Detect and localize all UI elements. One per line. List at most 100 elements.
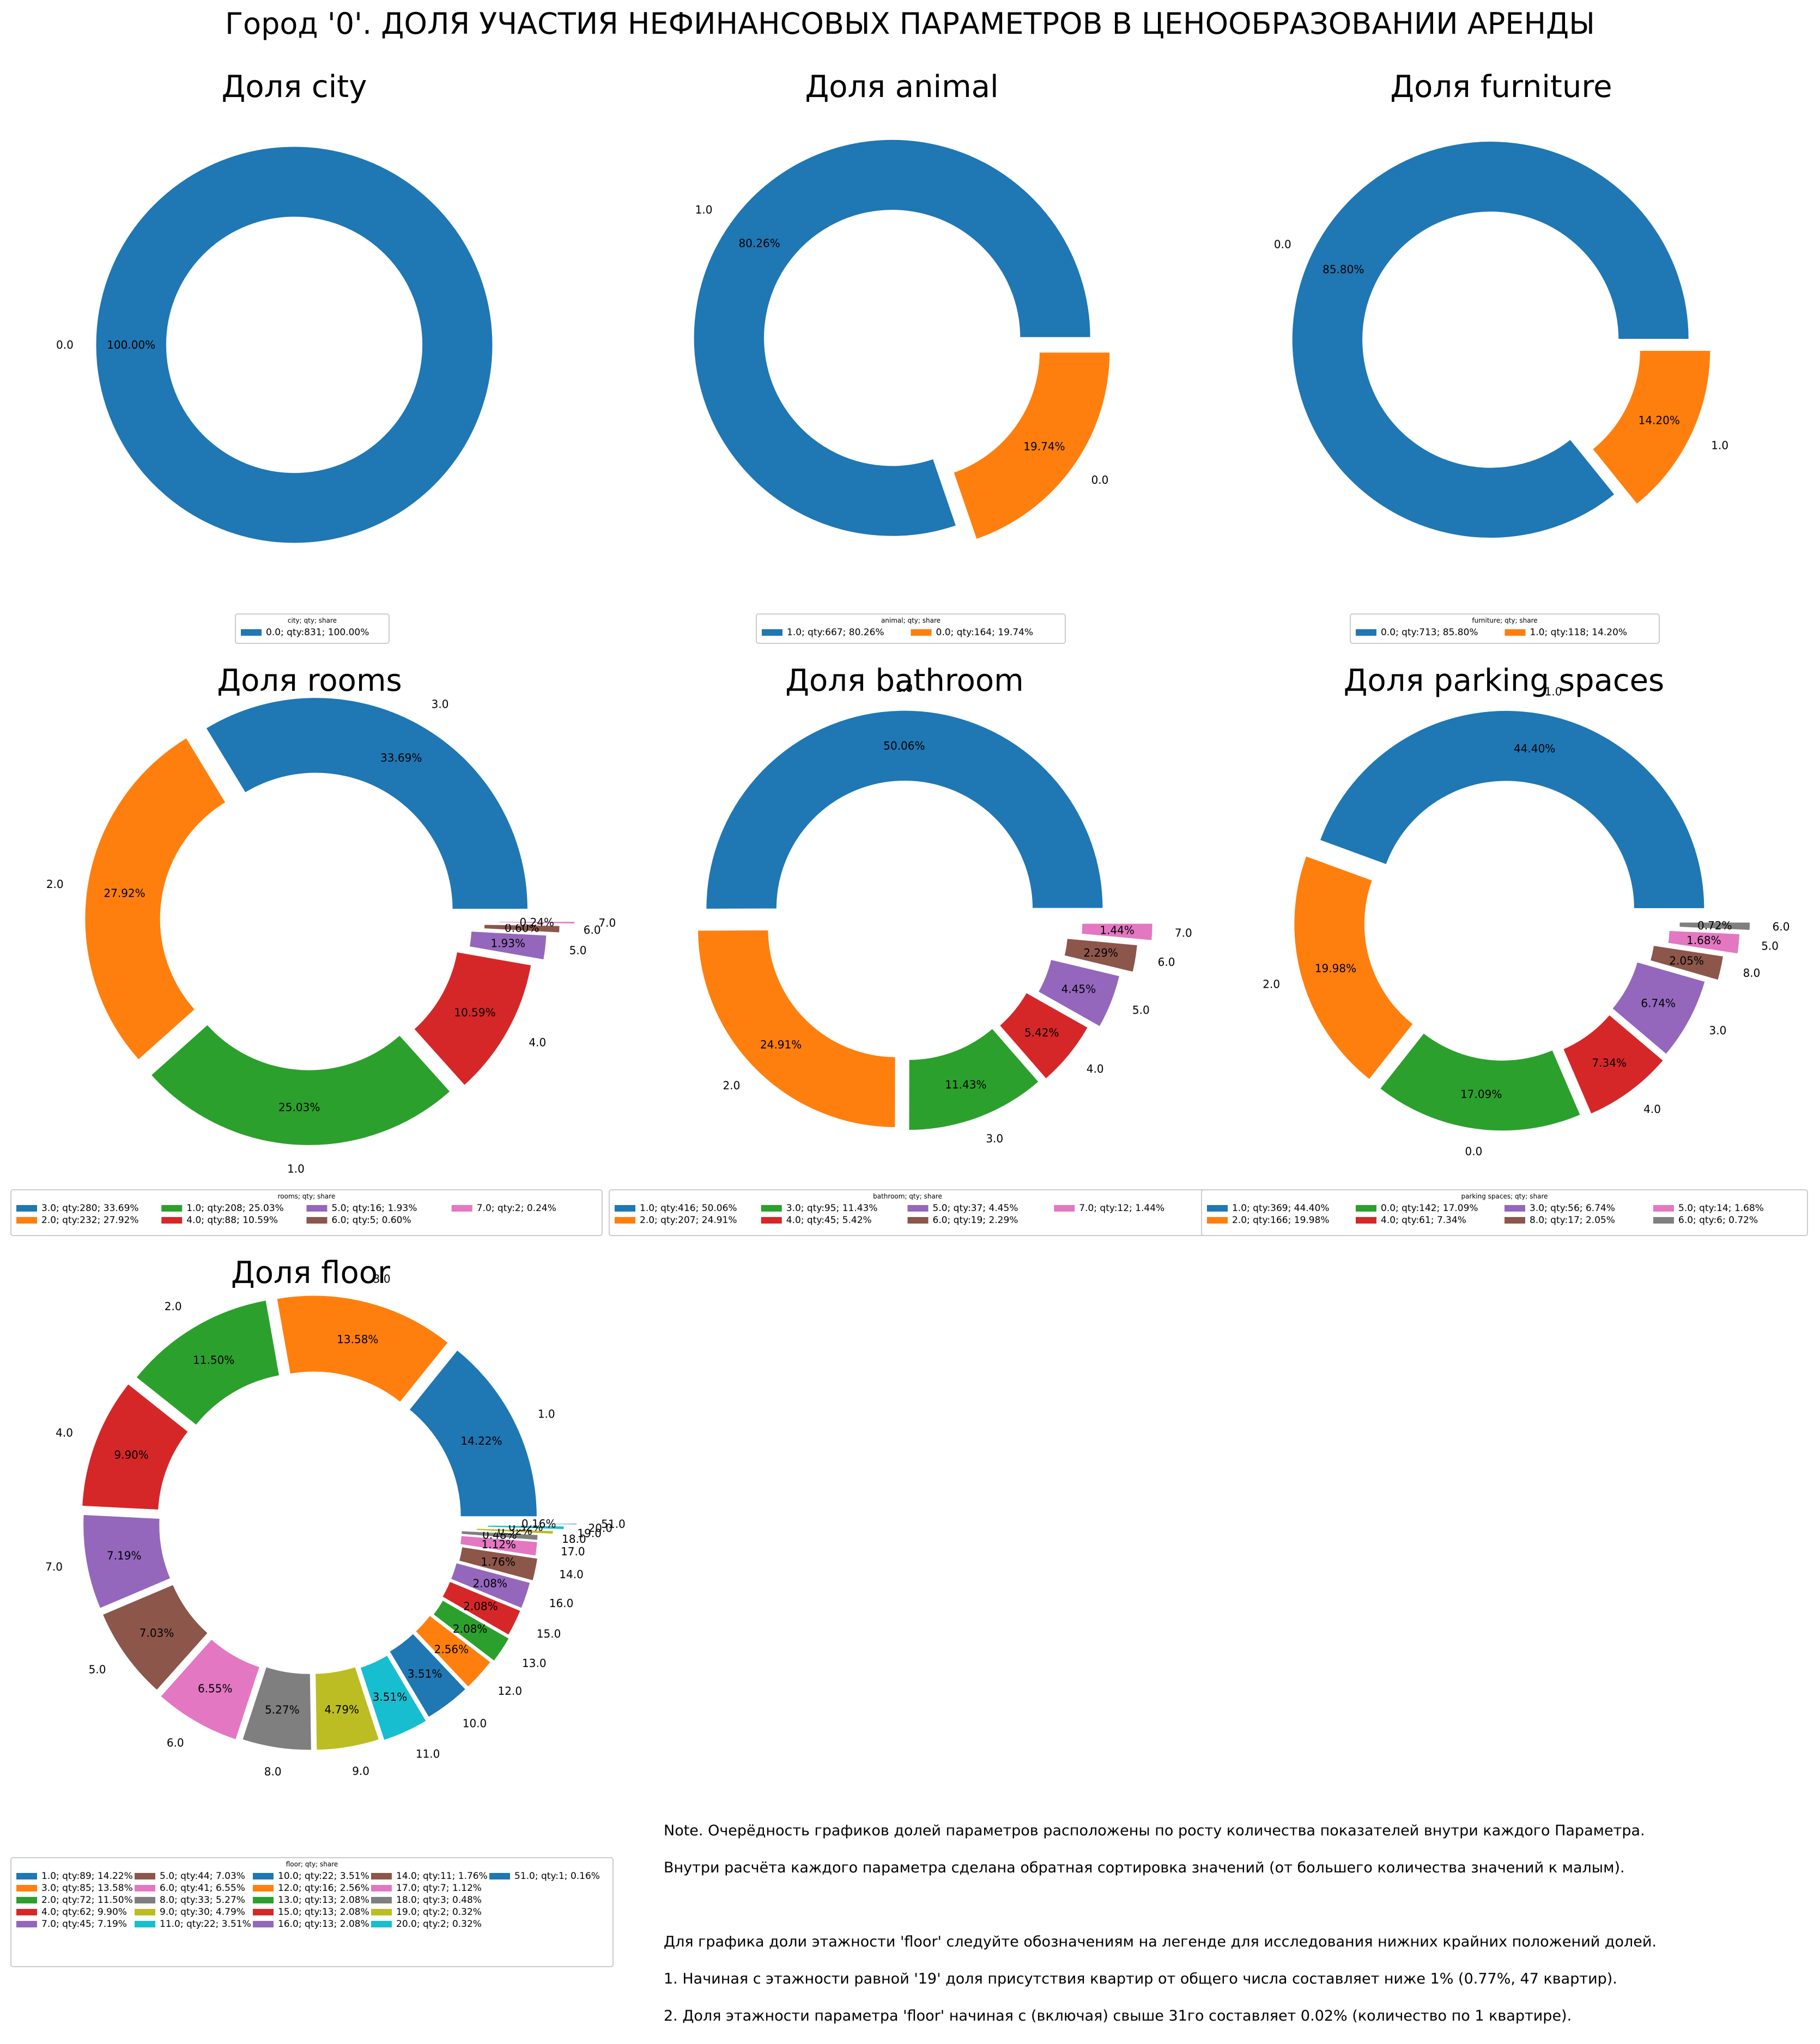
pie-slice [1678,921,1752,932]
pie-slice [486,1524,566,1531]
legend-entry: 17.0; qty:7; 1.12% [396,1883,482,1894]
legend-swatch [1356,1205,1376,1212]
legend-entry: 1.0; qty:369; 44.40% [1232,1203,1330,1214]
pie-slice [83,736,228,1062]
legend-entry: 1.0; qty:208; 25.03% [186,1203,284,1214]
pie-slice [204,696,529,911]
pct-label: 44.40% [1514,742,1555,755]
pct-label: 3.51% [373,1690,408,1704]
legend-entry: 4.0; qty:61; 7.34% [1381,1215,1466,1226]
legend-swatch [907,1217,929,1224]
pct-label: 4.79% [325,1703,360,1716]
legend-frame [1201,1189,1808,1236]
legend-swatch [371,1921,392,1927]
pie-chart-7: Доля floor 14.22% 1.0 13.58% 3.0 11.50% 2.0 9.9… [10,1255,626,1967]
legend-frame [10,1189,603,1236]
legend-entry: 3.0; qty:95; 11.43% [786,1203,878,1214]
legend-entry: 11.0; qty:22; 3.51% [160,1919,251,1930]
pct-label: 1.76% [481,1555,515,1568]
pie-slice [1648,944,1725,982]
legend-frame [10,1857,614,1967]
legend-swatch [1356,629,1376,636]
legend-entry: 6.0; qty:5; 0.60% [332,1215,411,1226]
pie-slice [1610,960,1707,1056]
pie-slice [431,1598,511,1663]
category-label: 3.0 [373,1272,391,1285]
legend-entry: 9.0; qty:30; 4.79% [160,1907,245,1918]
legend-swatch [135,1897,155,1903]
legend-swatch [241,629,262,636]
legend-swatch [253,1909,274,1915]
legend-entry: 5.0; qty:14; 1.68% [1678,1203,1764,1214]
note-line: 1. Начиная с этажности равной '19' доля … [664,1970,1617,1987]
legend-swatch [135,1873,155,1879]
legend-swatch [761,1205,782,1212]
category-label: 7.0 [45,1560,63,1573]
legend-swatch [761,1217,782,1224]
pct-label: 13.58% [337,1333,378,1346]
legend-title: bathroom; qty; share [873,1193,942,1200]
legend-swatch [1054,1205,1075,1212]
pct-label: 2.56% [434,1643,469,1656]
pie-slice [414,1614,493,1689]
category-label: 16.0 [549,1597,574,1610]
category-label: 3.0 [432,697,449,710]
category-label: 1.0 [1711,439,1728,452]
legend-entry: 4.0; qty:45; 5.42% [786,1215,872,1226]
category-label: 2.0 [723,1079,741,1092]
category-label: 2.0 [46,878,64,891]
legend-entry: 4.0; qty:62; 9.90% [41,1907,127,1918]
pie-slice [1561,1013,1665,1116]
pie-slice [240,1665,313,1751]
category-label: 0.0 [1274,238,1291,251]
legend-entry: 5.0; qty:44; 7.03% [160,1871,245,1882]
legend-swatch [253,1897,274,1903]
note-line: Note. Очерёдность графиков долей парамет… [664,1822,1645,1839]
legend-entry: 5.0; qty:16; 1.93% [332,1203,417,1214]
category-label: 13.0 [522,1657,547,1670]
category-label: 1.0 [287,1163,305,1176]
legend-entry: 3.0; qty:56; 6.74% [1530,1203,1615,1214]
legend-entry: 1.0; qty:118; 14.20% [1530,627,1628,638]
chart-title: Доля animal [805,69,998,105]
note-line: Для графика доли этажности 'floor' следу… [664,1933,1657,1950]
legend-swatch [16,1897,37,1903]
legend-swatch [253,1873,274,1879]
category-label: 0.0 [56,338,74,351]
category-label: 8.0 [264,1765,282,1778]
category-label: 6.0 [1158,956,1175,969]
legend-swatch [1207,1217,1228,1224]
category-label: 11.0 [416,1747,440,1760]
pct-label: 6.55% [198,1682,233,1695]
pie-slice [460,1529,539,1542]
pct-label: 33.69% [380,751,422,764]
legend-entry: 20.0; qty:2; 0.32% [396,1919,482,1930]
pct-label: 0.24% [520,916,555,929]
pie-slice [1293,854,1415,1081]
legend-entry: 18.0; qty:3; 0.48% [396,1895,482,1906]
pie-slice [449,1561,532,1610]
category-label: 2.0 [1263,977,1280,990]
legend-swatch [16,1909,37,1915]
legend-entry: 16.0; qty:13; 2.08% [278,1919,369,1930]
legend-swatch [135,1909,155,1915]
chart-legend: rooms; qty; share 3.0; qty:280; 33.69%2.0… [10,1189,603,1236]
category-label: 18.0 [562,1532,586,1546]
legend-title: rooms; qty; share [278,1193,336,1200]
pct-label: 1.93% [490,936,525,950]
category-label: 4.0 [1087,1062,1104,1075]
legend-entry: 3.0; qty:280; 33.69% [41,1203,139,1214]
category-label: 17.0 [561,1545,585,1558]
pie-slice [387,1632,468,1719]
legend-entry: 0.0; qty:713; 85.80% [1381,627,1478,638]
legend-swatch [306,1205,327,1212]
chart-title: Доля bathroom [785,663,1023,698]
legend-swatch [1504,629,1526,636]
category-label: 1.0 [538,1407,555,1420]
legend-entry: 8.0; qty:33; 5.27% [160,1895,245,1906]
category-label: 12.0 [498,1684,523,1698]
pie-slice [1378,1031,1582,1133]
category-label: 7.0 [1175,927,1192,940]
legend-entry: 2.0; qty:72; 11.50% [41,1895,133,1906]
note-line: Внутри расчёта каждого параметра сделана… [664,1859,1625,1876]
